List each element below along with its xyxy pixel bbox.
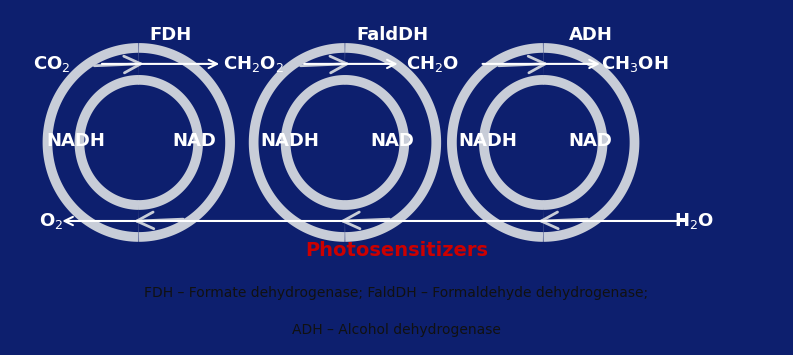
Text: NADH: NADH <box>260 132 319 150</box>
Text: ADH: ADH <box>569 26 613 44</box>
Text: CH$_2$O: CH$_2$O <box>405 54 459 74</box>
Text: CH$_2$O$_2$: CH$_2$O$_2$ <box>223 54 285 74</box>
Text: Photosensitizers: Photosensitizers <box>305 241 488 260</box>
Text: CH$_3$OH: CH$_3$OH <box>600 54 668 74</box>
Text: NAD: NAD <box>569 132 613 150</box>
Text: FaldDH: FaldDH <box>357 26 428 44</box>
Text: NADH: NADH <box>458 132 517 150</box>
Text: ADH – Alcohol dehydrogenase: ADH – Alcohol dehydrogenase <box>292 323 501 337</box>
Text: FDH – Formate dehydrogenase; FaldDH – Formaldehyde dehydrogenase;: FDH – Formate dehydrogenase; FaldDH – Fo… <box>144 286 649 300</box>
Text: FDH: FDH <box>149 26 192 44</box>
Text: NADH: NADH <box>46 132 105 150</box>
Text: H$_2$O: H$_2$O <box>674 211 714 231</box>
Text: NAD: NAD <box>172 132 216 150</box>
Text: CO$_2$: CO$_2$ <box>33 54 71 74</box>
Text: O$_2$: O$_2$ <box>40 211 63 231</box>
Text: NAD: NAD <box>370 132 415 150</box>
